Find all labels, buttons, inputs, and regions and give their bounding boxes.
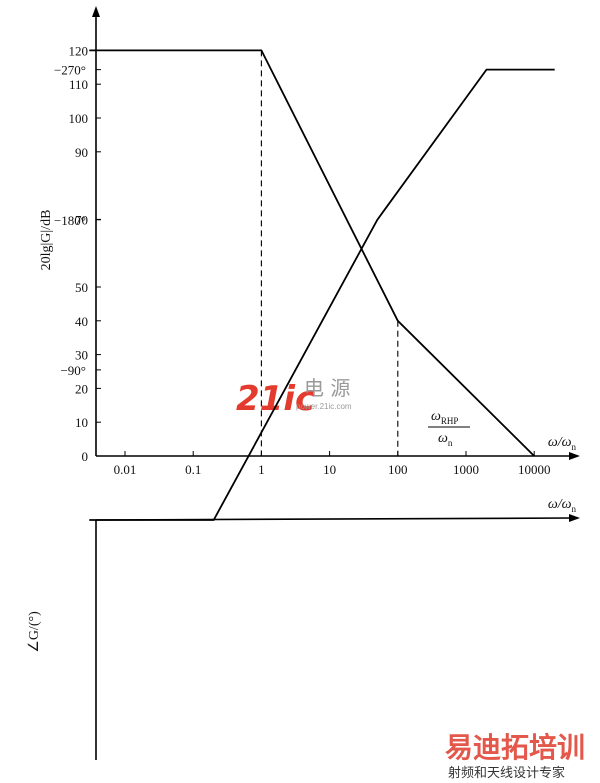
phase-x-axis-arrow <box>569 514 580 522</box>
y-tick-label: 20 <box>75 381 88 396</box>
y-tick-label: 90 <box>75 145 88 160</box>
phase-x-axis-title: ω/ωn <box>548 497 577 514</box>
watermark2-small: 射频和天线设计专家 <box>448 765 565 781</box>
x-tick-label: 10 <box>323 462 336 477</box>
watermark2-big: 易迪拓培训 <box>445 731 585 764</box>
annotation-denominator: ωn <box>438 431 453 448</box>
x-tick-label: 1000 <box>453 462 479 477</box>
annotation-numerator: ωRHP <box>431 409 458 426</box>
watermark-edatop: 易迪拓培训 射频和天线设计专家 <box>445 731 585 781</box>
watermark-url: power.21ic.com <box>296 402 352 411</box>
phase-y-tick-label: −180° <box>54 213 86 228</box>
magnitude-line <box>89 49 535 457</box>
x-axis-arrow <box>569 452 580 460</box>
y-tick-label: 50 <box>75 280 88 295</box>
x-tick-label: 1 <box>258 462 265 477</box>
phase-plot: −90°−180°−270°−360°∠G/(°)ω/ωn <box>27 63 580 760</box>
y-axis-title: 20lg|G|/dB <box>39 210 54 271</box>
x-axis-title: ω/ωn <box>548 435 577 452</box>
x-tick-label: 0.1 <box>185 462 201 477</box>
y-tick-label: 120 <box>69 43 89 58</box>
x-tick-label: 100 <box>388 462 408 477</box>
y-tick-label: 40 <box>75 314 88 329</box>
watermark-big: 21ic <box>236 379 315 419</box>
y-tick-label: 10 <box>75 415 88 430</box>
y-tick-label: 0 <box>82 449 89 464</box>
y-tick-label: 100 <box>69 111 89 126</box>
watermark-21ic: 21ic 电 源 power.21ic.com <box>236 376 352 419</box>
y-tick-label: 110 <box>69 77 88 92</box>
phase-y-tick-label: −270° <box>54 63 86 78</box>
phase-y-axis-title: ∠G/(°) <box>27 611 42 653</box>
x-tick-label: 0.01 <box>114 462 137 477</box>
phase-line <box>89 68 555 521</box>
watermark-cn: 电 源 <box>304 376 350 400</box>
x-tick-label: 10000 <box>518 462 551 477</box>
phase-y-tick-label: −90° <box>60 363 86 378</box>
y-axis-arrow <box>92 6 100 17</box>
y-tick-label: 30 <box>75 348 88 363</box>
y-tick-label: 70 <box>75 212 88 227</box>
